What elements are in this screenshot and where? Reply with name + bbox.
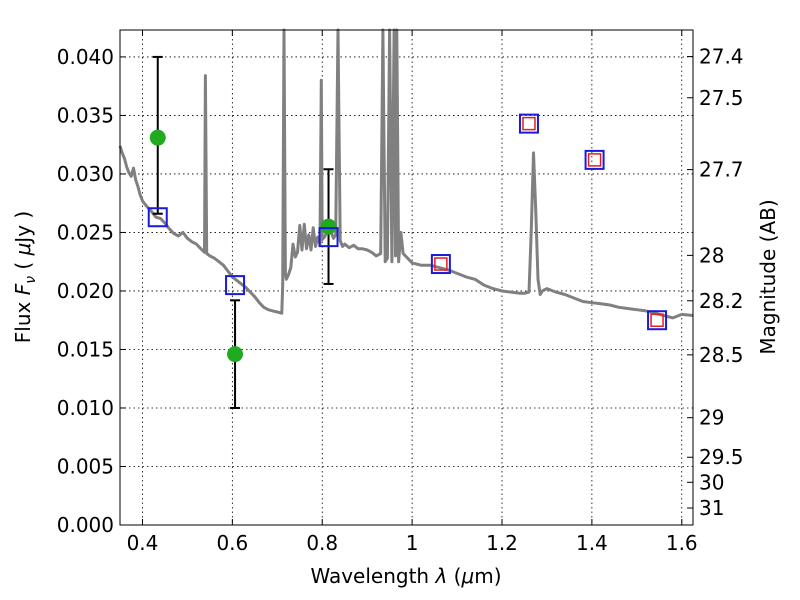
- y-tick-label: 0.035: [57, 103, 114, 127]
- model-band-square: [518, 113, 539, 134]
- upper-limit-square: [587, 153, 602, 167]
- plot-frame: [119, 29, 694, 526]
- y2-tick-label: 27.5: [699, 86, 744, 110]
- x-tick-label: 1.2: [486, 531, 518, 555]
- upper-limit-square: [650, 313, 664, 327]
- observed-point: [149, 129, 166, 146]
- ticks: 0.4 0.6 0.8 1 1.2 1.4 1.6 0.000 0.005 0.010 0.015 0…: [57, 30, 744, 555]
- y2-tick-label: 27.7: [699, 158, 744, 182]
- y2-tick-label: 28.5: [699, 343, 744, 367]
- y-tick-label: 0.010: [57, 396, 114, 420]
- model-band-square: [647, 310, 668, 331]
- x-tick-label: 0.8: [306, 531, 338, 555]
- x-tick-label: 1.4: [576, 531, 608, 555]
- y-tick-label: 0.020: [57, 279, 114, 303]
- y2-tick-label: 30: [699, 470, 724, 494]
- y-axis-title: Flux Fν ( μJy ): [11, 211, 39, 343]
- x-axis-title: Wavelength λ (μm): [310, 564, 501, 588]
- model-band-square: [430, 254, 451, 275]
- x-tick-label: 0.6: [216, 531, 248, 555]
- model-band-square: [225, 275, 246, 296]
- x-tick-label: 1: [406, 531, 419, 555]
- model-band-square: [147, 207, 168, 228]
- upper-limit-square: [434, 257, 448, 271]
- y2-tick-label: 28: [699, 243, 724, 267]
- y-tick-label: 0.030: [57, 162, 114, 186]
- y2-tick-label: 29.5: [699, 445, 744, 469]
- y-tick-label: 0.025: [57, 220, 114, 244]
- y-tick-label: 0.000: [57, 513, 114, 537]
- x-tick-label: 1.6: [666, 531, 698, 555]
- x-tick-label: 0.4: [127, 531, 159, 555]
- model-band-square: [584, 149, 605, 170]
- y-tick-label: 0.005: [57, 454, 114, 478]
- y2-tick-label: 27.4: [699, 45, 744, 69]
- observed-point: [320, 218, 337, 235]
- y-tick-label: 0.015: [57, 337, 114, 361]
- observed-point: [227, 346, 244, 363]
- y2-tick-label: 31: [699, 496, 724, 520]
- model-band-square: [318, 227, 339, 248]
- y-tick-label: 0.040: [57, 45, 114, 69]
- y2-axis-title: Magnitude (AB): [756, 199, 780, 354]
- y2-tick-label: 29: [699, 406, 724, 430]
- upper-limit-square: [522, 116, 536, 131]
- data-markers: [147, 113, 668, 363]
- y2-tick-label: 28.2: [699, 289, 744, 313]
